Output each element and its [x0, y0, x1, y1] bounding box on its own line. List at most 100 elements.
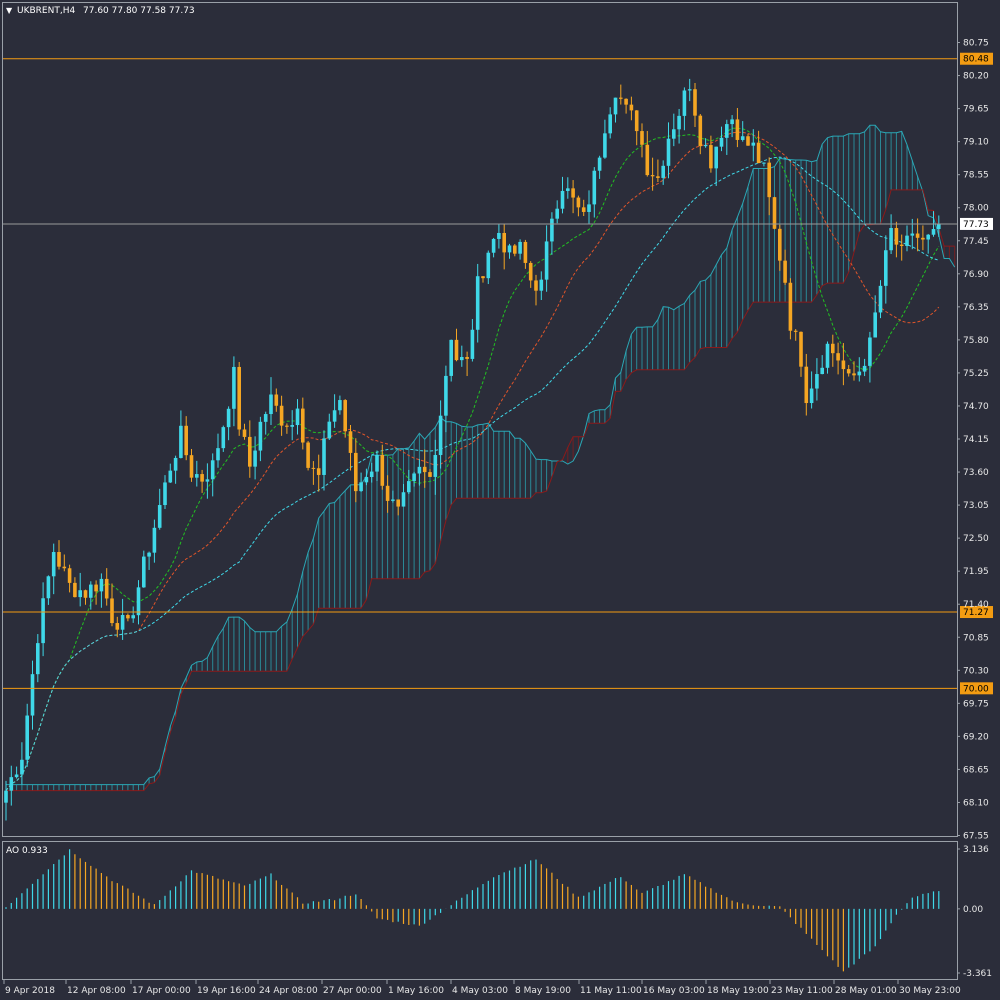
candle — [327, 413, 332, 441]
candle — [629, 96, 634, 121]
chart-symbol: UKBRENT,H4 — [17, 6, 75, 16]
candle — [719, 126, 724, 152]
candle-body — [327, 421, 332, 439]
candle — [375, 450, 379, 481]
candle-body — [30, 674, 35, 716]
candle-body — [104, 578, 109, 599]
price-tick-label: 75.80 — [963, 336, 989, 346]
candle-body — [937, 223, 941, 230]
price-panel-frame — [2, 2, 958, 837]
candle — [645, 130, 650, 177]
candle — [449, 339, 453, 382]
candle — [83, 589, 88, 605]
candle-body — [89, 584, 93, 598]
candle-body — [242, 429, 247, 437]
candle-body — [142, 556, 146, 588]
candle-body — [67, 568, 72, 583]
candle-body — [926, 234, 930, 240]
candle-body — [157, 505, 162, 528]
candle — [486, 250, 491, 285]
candle-body — [725, 124, 729, 138]
candle-body — [311, 467, 316, 469]
candle-body — [422, 466, 427, 473]
candle-body — [46, 576, 51, 599]
candle — [905, 225, 909, 252]
candle-body — [703, 145, 708, 147]
candle-body — [491, 238, 496, 253]
candle — [115, 616, 120, 638]
candle — [513, 243, 517, 257]
price-tick-label: 69.20 — [963, 732, 989, 742]
candle-body — [693, 89, 697, 116]
candle — [62, 554, 67, 572]
candle-body — [438, 415, 443, 456]
price-tick-label: 68.10 — [963, 798, 989, 808]
candle-body — [428, 472, 432, 477]
candle — [179, 410, 183, 459]
candle-body — [338, 400, 342, 411]
price-tick-label: 69.75 — [963, 699, 989, 709]
candle-body — [417, 466, 422, 474]
candle — [778, 224, 782, 271]
time-tick-label: 8 May 19:00 — [515, 986, 571, 996]
cloud-span-b — [6, 189, 955, 792]
candle — [613, 97, 618, 123]
candle — [677, 108, 681, 144]
ao-indicator-panel[interactable]: AO 0.933 3.136 0.00 -3.361 — [2, 841, 993, 980]
candle — [857, 357, 862, 382]
ao-panel-frame — [2, 841, 958, 980]
cloud-span-a — [6, 124, 956, 786]
candle — [4, 780, 8, 821]
candle — [184, 416, 188, 461]
candle — [640, 123, 644, 158]
candle-body — [497, 232, 501, 239]
candle-body — [279, 405, 284, 426]
chart-title-arrow[interactable]: ▼ — [6, 6, 13, 15]
candle-body — [884, 250, 888, 286]
candle-body — [581, 207, 586, 212]
candle — [110, 583, 114, 627]
candle — [783, 249, 787, 285]
ao-histogram — [5, 849, 940, 972]
candle — [369, 462, 374, 483]
candle — [587, 190, 591, 225]
candle-body — [799, 331, 803, 367]
time-tick-label: 30 May 23:00 — [899, 986, 961, 996]
candle-body — [348, 431, 353, 453]
candle-body — [931, 229, 936, 235]
price-tick-label: 67.55 — [963, 832, 989, 842]
price-tick-label: 78.55 — [963, 171, 989, 181]
candle-body — [126, 615, 130, 619]
candle — [428, 469, 432, 477]
candle — [168, 463, 173, 484]
price-tick-label: 74.15 — [963, 435, 989, 445]
candle — [497, 224, 501, 249]
candle — [868, 331, 872, 383]
candle — [656, 159, 660, 183]
candle — [195, 460, 199, 487]
price-tick-label: 71.95 — [963, 567, 989, 577]
candle-body — [57, 552, 61, 567]
candle — [597, 155, 602, 179]
candle — [454, 328, 459, 362]
candle-body — [412, 473, 416, 482]
candle — [693, 82, 697, 128]
price-panel[interactable]: 80.48 71.27 70.00 77.73 80.75 80.20 79.65 79.1… — [2, 2, 994, 842]
candle — [878, 280, 883, 319]
time-tick-label: 18 May 19:00 — [707, 986, 769, 996]
candle-body — [783, 260, 787, 283]
candle-body — [83, 590, 88, 598]
candle-body — [772, 197, 777, 229]
candle — [825, 341, 830, 374]
candle — [226, 406, 231, 441]
candle-body — [709, 145, 713, 169]
candle — [36, 634, 40, 683]
candle — [20, 742, 24, 785]
candle — [751, 129, 756, 162]
candle — [189, 448, 194, 482]
price-tick-label: 80.20 — [963, 72, 989, 82]
candle — [571, 180, 575, 214]
time-tick-label: 16 May 03:00 — [643, 986, 705, 996]
